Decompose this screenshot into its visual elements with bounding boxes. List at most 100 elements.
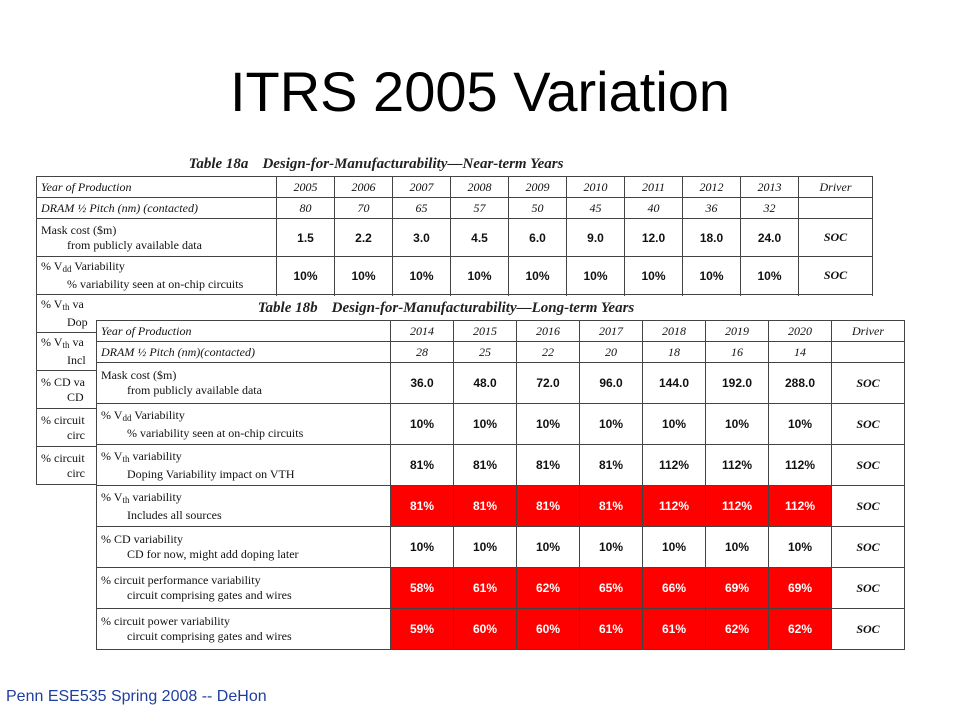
row-label-main: % circuit — [41, 450, 85, 465]
slide-footer: Penn ESE535 Spring 2008 -- DeHon — [6, 688, 267, 705]
row-label-prefix: % V — [101, 448, 123, 463]
pitch-cell: 14 — [768, 341, 832, 363]
row-label-cell: % Vth variability Includes all sources — [96, 485, 391, 527]
row-label-cell: % Vdd Variability % variability seen at o… — [36, 256, 277, 295]
year-cell: 2010 — [566, 176, 625, 198]
pitch-label: DRAM ½ Pitch (nm) (contacted) — [36, 197, 277, 219]
value-cell: 10% — [566, 256, 625, 295]
pitch-cell: 45 — [566, 197, 625, 219]
value-cell: 62% — [768, 608, 832, 650]
value-cell: 10% — [453, 403, 517, 445]
row-label-sub: Includes all sources — [127, 507, 222, 522]
row-label-main: % Vdd Variability — [41, 259, 125, 274]
row-label-sub: Incl — [67, 353, 86, 367]
year-cell: 2018 — [642, 320, 706, 342]
value-cell: 81% — [453, 485, 517, 527]
row-label-suffix: va — [69, 335, 84, 349]
value-cell: 10% — [768, 526, 832, 568]
slide-title: ITRS 2005 Variation — [229, 60, 731, 123]
value-cell: 81% — [579, 444, 643, 486]
value-cell: 112% — [642, 485, 706, 527]
driver-cell: SOC — [831, 485, 905, 527]
value-cell: 10% — [276, 256, 335, 295]
value-cell: 10% — [579, 403, 643, 445]
row-label-cell: % CD variability CD for now, might add do… — [96, 526, 391, 568]
value-cell: 81% — [516, 444, 580, 486]
driver-cell: SOC — [831, 403, 905, 445]
row-label-subscript: dd — [122, 412, 132, 423]
row-label-cell: % Vdd Variability % variability seen at o… — [96, 403, 391, 445]
pitch-cell: 70 — [334, 197, 393, 219]
year-cell: 2007 — [392, 176, 451, 198]
row-label-main: % CD variability — [101, 532, 183, 546]
value-cell: 24.0 — [740, 218, 799, 257]
pitch-row: DRAM ½ Pitch (nm)(contacted) 28 25 22 20 18 16… — [96, 341, 905, 363]
value-cell: 81% — [453, 444, 517, 486]
pitch-cell: 25 — [453, 341, 517, 363]
year-cell: 2005 — [276, 176, 335, 198]
table-row: Mask cost ($m) from publicly available da… — [96, 362, 905, 404]
value-cell: 10% — [579, 526, 643, 568]
table-18b-grid: Year of Production 2014 2015 2016 2017 2018 20… — [96, 320, 905, 650]
table-row: % Vth variability Includes all sources 81%… — [96, 485, 905, 527]
table-row: % Vth variability Doping Variability impa… — [96, 444, 905, 486]
row-label-prefix: % V — [41, 297, 63, 311]
table-18b-caption-title: Design-for-Manufacturability—Long-term Y… — [331, 300, 635, 316]
row-label-cell: % circuit power variability circuit compr… — [96, 608, 391, 650]
table-18b: Table 18b Design-for-Manufacturability—Lo… — [96, 296, 905, 670]
value-cell: 10% — [624, 256, 683, 295]
table-18b-caption: Table 18b Design-for-Manufacturability—Lo… — [96, 296, 796, 320]
row-label-subscript: th — [62, 302, 70, 312]
value-cell: 62% — [516, 567, 580, 609]
row-label-prefix: % V — [41, 259, 63, 273]
row-label-cell: Mask cost ($m) from publicly available da… — [36, 218, 277, 257]
value-cell: 10% — [705, 403, 769, 445]
pitch-row: DRAM ½ Pitch (nm) (contacted) 80 70 65 57 50 4… — [36, 197, 873, 219]
value-cell: 61% — [453, 567, 517, 609]
row-label-main: % circuit — [41, 412, 85, 427]
value-cell: 10% — [768, 403, 832, 445]
row-label-subscript: th — [122, 494, 130, 505]
table-18a-caption-title: Design-for-Manufacturability—Near-term Y… — [262, 156, 564, 172]
row-label-cell: Mask cost ($m) from publicly available da… — [96, 362, 391, 404]
row-label-sub: CD — [67, 389, 84, 404]
table-row: % CD variability CD for now, might add do… — [96, 526, 905, 568]
row-label-main: % Vth variability — [101, 448, 182, 464]
value-cell: 10% — [740, 256, 799, 295]
value-cell: 10% — [705, 526, 769, 568]
pitch-cell: 40 — [624, 197, 683, 219]
value-cell: 62% — [705, 608, 769, 650]
table-row: % Vdd Variability % variability seen at o… — [96, 403, 905, 445]
pitch-driver-empty — [831, 341, 905, 363]
year-cell: 2011 — [624, 176, 683, 198]
pitch-driver-empty — [798, 197, 873, 219]
row-label-prefix: % V — [101, 489, 123, 504]
row-label-prefix: % V — [101, 407, 123, 422]
value-cell: 66% — [642, 567, 706, 609]
row-label-sub: circuit comprising gates and wires — [127, 629, 292, 643]
year-cell: 2006 — [334, 176, 393, 198]
row-label-subscript: dd — [62, 264, 72, 274]
row-label-sub: Doping Variability impact on VTH — [127, 466, 295, 481]
year-label: Year of Production — [36, 176, 277, 198]
year-row: Year of Production 2005 2006 2007 2008 2009 20… — [36, 176, 873, 198]
value-cell: 10% — [516, 403, 580, 445]
value-cell: 60% — [516, 608, 580, 650]
pitch-cell: 32 — [740, 197, 799, 219]
value-cell: 36.0 — [390, 362, 454, 404]
pitch-cell: 57 — [450, 197, 509, 219]
table-row: Mask cost ($m) from publicly available da… — [36, 218, 873, 257]
value-cell: 61% — [642, 608, 706, 650]
value-cell: 81% — [390, 485, 454, 527]
year-cell: 2015 — [453, 320, 517, 342]
row-label-sub: Dop — [67, 315, 88, 329]
driver-header: Driver — [798, 176, 873, 198]
table-18b-caption-number: Table 18b — [257, 300, 318, 316]
value-cell: 112% — [768, 444, 832, 486]
row-label-sub: circuit comprising gates and wires — [127, 588, 292, 602]
value-cell: 10% — [390, 403, 454, 445]
row-label-cell: % circuit performance variability circuit… — [96, 567, 391, 609]
year-cell: 2009 — [508, 176, 567, 198]
row-label-main: Mask cost ($m) — [41, 222, 117, 237]
year-cell: 2008 — [450, 176, 509, 198]
